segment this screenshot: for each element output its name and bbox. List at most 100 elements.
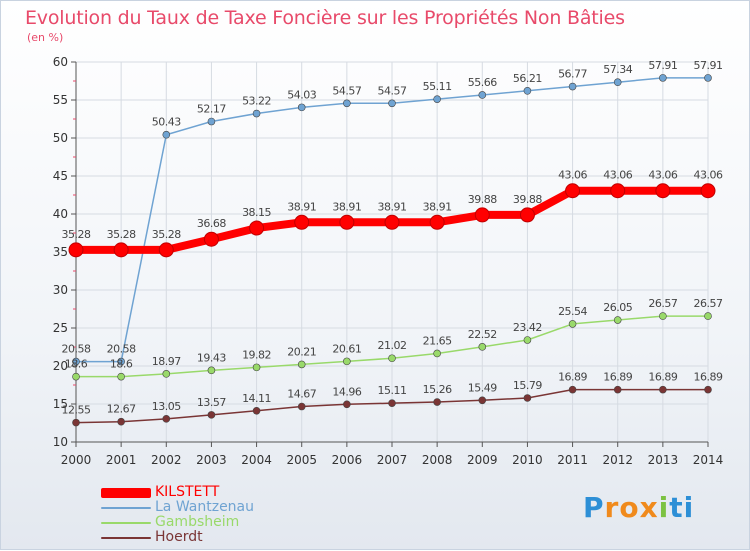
logo-letter: i	[683, 491, 695, 524]
data-label: 21.02	[378, 339, 407, 352]
x-tick-label: 2002	[151, 453, 182, 467]
data-point	[294, 214, 310, 230]
data-label: 38.91	[378, 200, 407, 213]
data-point	[655, 183, 671, 199]
data-label: 38.15	[242, 206, 271, 219]
data-label: 54.57	[378, 84, 407, 97]
data-point	[478, 396, 487, 405]
chart-title: Evolution du Taux de Taxe Foncière sur l…	[25, 7, 625, 29]
data-label: 53.22	[242, 95, 271, 108]
data-point	[162, 370, 171, 378]
logo-letter: x	[639, 491, 659, 524]
data-label: 22.52	[468, 328, 497, 341]
data-point	[249, 220, 265, 236]
data-label: 12.55	[62, 404, 91, 417]
x-tick-label: 2006	[332, 453, 363, 467]
y-tick-label: 45	[53, 169, 68, 183]
data-label: 55.11	[423, 80, 452, 93]
data-point	[203, 231, 219, 247]
logo-letter: o	[619, 491, 640, 524]
data-label: 14.67	[287, 388, 316, 401]
x-tick-label: 2001	[106, 453, 137, 467]
data-label: 18.97	[152, 355, 181, 368]
data-point	[68, 242, 84, 258]
data-label: 20.58	[107, 343, 136, 356]
data-label: 15.49	[468, 381, 497, 394]
data-label: 35.28	[62, 228, 91, 241]
legend-label: Hoerdt	[155, 529, 203, 545]
legend-swatch	[101, 537, 151, 539]
y-tick-label: 10	[53, 435, 68, 449]
legend-label: La Wantzenau	[155, 499, 255, 515]
data-label: 38.91	[332, 200, 361, 213]
data-point	[474, 207, 490, 223]
data-label: 15.11	[378, 384, 407, 397]
logo-letter: r	[604, 491, 620, 524]
data-label: 16.89	[558, 371, 587, 384]
data-point	[704, 312, 712, 320]
y-axis-unit-label: (en %)	[27, 31, 64, 44]
data-point	[72, 418, 80, 427]
data-point	[162, 130, 171, 139]
data-label: 12.67	[107, 403, 136, 416]
x-tick-label: 2005	[286, 453, 317, 467]
data-point	[388, 399, 396, 407]
legend-label: Gambsheim	[155, 514, 240, 530]
legend-label: KILSTETT	[155, 484, 220, 500]
data-point	[478, 91, 487, 99]
data-point	[343, 400, 351, 409]
data-label: 43.06	[558, 169, 587, 182]
data-point	[568, 320, 577, 328]
data-point	[72, 372, 80, 381]
x-tick-label: 2012	[602, 453, 633, 467]
data-label: 35.28	[107, 228, 136, 241]
data-point	[565, 183, 581, 199]
data-label: 36.68	[197, 217, 226, 230]
data-label: 18.6	[110, 358, 133, 371]
y-tick-label: 50	[53, 131, 68, 145]
data-point	[252, 406, 261, 415]
data-point	[339, 214, 355, 230]
data-label: 20.61	[332, 342, 361, 355]
legend-swatch	[101, 507, 151, 509]
y-tick-label: 60	[53, 55, 68, 69]
data-point	[117, 357, 125, 366]
data-point	[568, 82, 577, 91]
data-point	[523, 394, 532, 402]
data-point	[117, 372, 125, 381]
data-point	[568, 385, 577, 394]
x-tick-label: 2008	[422, 453, 453, 467]
data-point	[297, 103, 306, 112]
data-point	[659, 385, 667, 394]
data-label: 26.05	[603, 301, 632, 314]
data-label: 35.28	[152, 228, 181, 241]
y-tick-label: 15	[53, 397, 68, 411]
data-label: 25.54	[558, 305, 587, 318]
data-point	[158, 242, 174, 258]
data-point	[704, 74, 712, 82]
data-point	[252, 109, 261, 118]
x-tick-label: 2004	[241, 453, 272, 467]
data-point	[207, 366, 216, 375]
data-label: 26.57	[648, 297, 677, 310]
data-point	[613, 385, 622, 394]
y-tick-label: 20	[53, 359, 68, 373]
data-label: 43.06	[648, 169, 677, 182]
y-tick-label: 30	[53, 283, 68, 297]
data-point	[207, 117, 216, 126]
x-tick-label: 2000	[61, 453, 92, 467]
data-point	[343, 99, 351, 108]
y-tick-label: 55	[53, 93, 68, 107]
legend-swatch	[101, 488, 151, 498]
data-point	[613, 316, 622, 324]
y-tick-label: 25	[53, 321, 68, 335]
data-label: 56.77	[558, 68, 587, 81]
data-point	[343, 357, 351, 366]
data-label: 20.58	[62, 343, 91, 356]
data-label: 50.43	[152, 116, 181, 129]
y-tick-label: 35	[53, 245, 68, 259]
data-point	[523, 336, 532, 344]
data-point	[519, 207, 535, 223]
